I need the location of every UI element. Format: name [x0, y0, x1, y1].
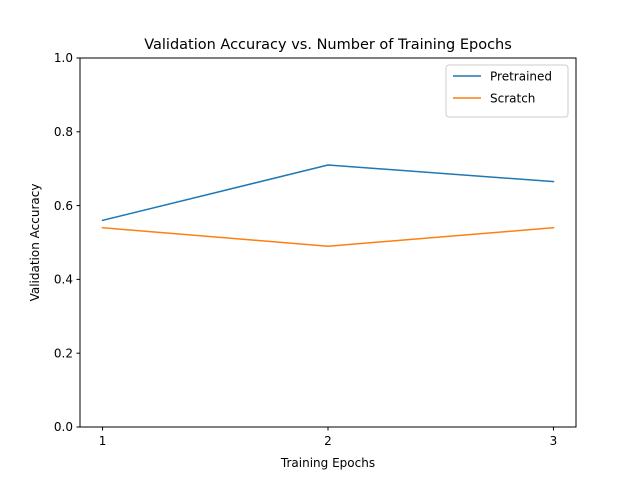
- legend: Pretrained Scratch: [445, 64, 569, 118]
- y-tick-label: 0.6: [54, 199, 73, 213]
- y-tick-label: 0.8: [54, 125, 73, 139]
- x-axis-label: Training Epochs: [280, 456, 375, 470]
- series-line-scratch: [101, 226, 555, 247]
- series-line-pretrained: [101, 164, 555, 222]
- y-axis-ticks: 0.0 0.2 0.4 0.6 0.8 1.0: [54, 51, 80, 434]
- legend-box: [445, 64, 569, 118]
- y-tick-label: 1.0: [54, 51, 73, 65]
- x-tick-label: 2: [324, 434, 332, 448]
- chart-title: Validation Accuracy vs. Number of Traini…: [144, 37, 512, 53]
- legend-label: Scratch: [490, 91, 535, 105]
- x-axis-ticks: 1 2 3: [99, 427, 558, 448]
- y-axis-label: Validation Accuracy: [28, 184, 42, 302]
- y-tick-label: 0.2: [54, 346, 73, 360]
- x-tick-label: 3: [550, 434, 558, 448]
- y-tick-label: 0.4: [54, 273, 73, 287]
- series-layer: [101, 164, 555, 247]
- y-tick-label: 0.0: [54, 420, 73, 434]
- x-tick-label: 1: [99, 434, 107, 448]
- legend-label: Pretrained: [490, 69, 552, 83]
